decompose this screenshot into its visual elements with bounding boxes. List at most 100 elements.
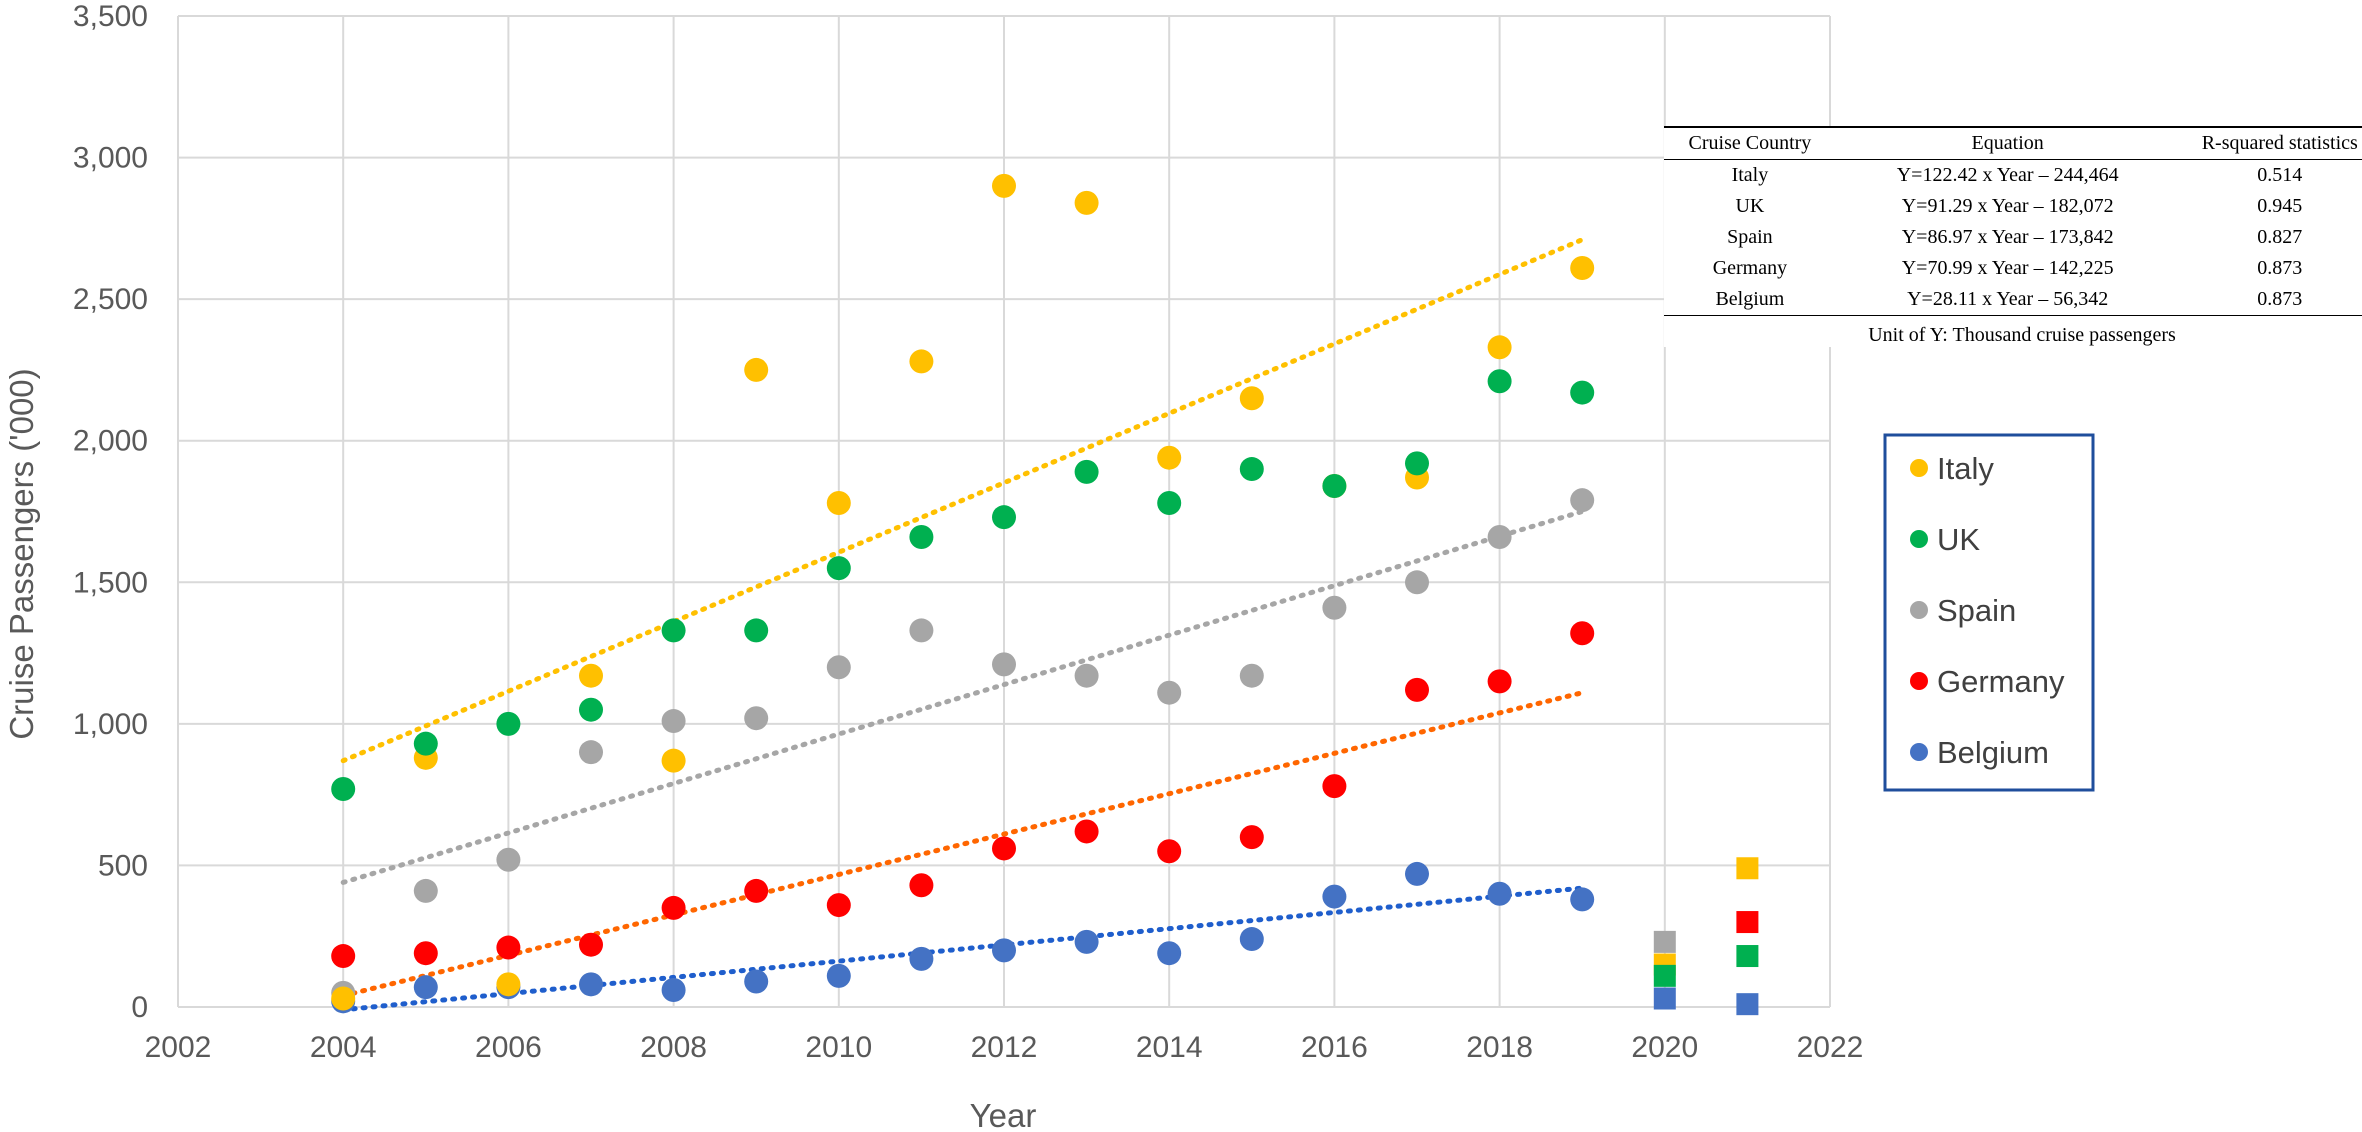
table-row: Spain Y=86.97 x Year – 173,842 0.827 bbox=[1664, 222, 2362, 253]
legend-marker-italy bbox=[1910, 459, 1928, 477]
point-belgium bbox=[1487, 881, 1512, 906]
table-header-r-squared: R-squared statistics bbox=[2179, 126, 2362, 160]
point-germany bbox=[1322, 774, 1347, 799]
point-uk bbox=[826, 556, 851, 581]
table-cell: Spain bbox=[1727, 226, 1773, 248]
trendline-spain bbox=[340, 509, 1585, 885]
point-belgium bbox=[1322, 884, 1347, 909]
point-uk bbox=[1239, 457, 1264, 482]
table-cell: 0.514 bbox=[2257, 164, 2303, 186]
point-germany bbox=[1487, 669, 1512, 694]
x-tick-label: 2018 bbox=[1466, 1031, 1533, 1064]
square-point-belgium bbox=[1653, 987, 1676, 1010]
table-cell: Belgium bbox=[1664, 284, 1836, 316]
point-spain bbox=[909, 618, 934, 643]
point-germany bbox=[1074, 819, 1099, 844]
point-spain bbox=[661, 709, 686, 734]
legend-label-uk: UK bbox=[1937, 522, 1980, 557]
point-belgium bbox=[1239, 927, 1264, 952]
point-italy bbox=[331, 986, 356, 1011]
point-germany bbox=[1570, 621, 1595, 646]
table-cell: Italy bbox=[1731, 164, 1769, 186]
table-note: Unit of Y: Thousand cruise passengers bbox=[1868, 324, 2176, 346]
point-spain bbox=[1405, 570, 1429, 595]
x-tick-label: 2022 bbox=[1797, 1031, 1864, 1064]
y-tick-label: 500 bbox=[98, 849, 148, 882]
legend-marker-belgium bbox=[1910, 743, 1928, 761]
point-germany bbox=[496, 935, 521, 960]
point-germany bbox=[826, 893, 851, 918]
point-belgium bbox=[1074, 929, 1099, 954]
point-belgium bbox=[909, 946, 934, 971]
point-spain bbox=[1570, 488, 1595, 513]
y-tick-label: 1,500 bbox=[73, 566, 148, 599]
data-points bbox=[331, 173, 1759, 1016]
point-uk bbox=[1157, 491, 1182, 516]
y-tick-label: 0 bbox=[131, 991, 148, 1024]
legend-label-germany: Germany bbox=[1937, 664, 2065, 699]
square-point-italy bbox=[1736, 857, 1759, 880]
point-italy bbox=[1074, 190, 1099, 215]
table-row: UK Y=91.29 x Year – 182,072 0.945 bbox=[1664, 191, 2362, 222]
y-tick-label: 3,000 bbox=[73, 142, 148, 175]
point-uk bbox=[1487, 369, 1512, 394]
y-tick-label: 3,500 bbox=[73, 0, 148, 33]
point-italy bbox=[579, 663, 603, 688]
point-belgium bbox=[1157, 941, 1182, 966]
x-tick-label: 2010 bbox=[805, 1031, 872, 1064]
table-cell: Y=70.99 x Year – 142,225 bbox=[1901, 257, 2114, 279]
x-tick-label: 2004 bbox=[310, 1031, 377, 1064]
x-tick-label: 2012 bbox=[971, 1031, 1038, 1064]
point-germany bbox=[1157, 839, 1182, 864]
y-tick-label: 2,500 bbox=[73, 283, 148, 316]
y-tick-label: 1,000 bbox=[73, 708, 148, 741]
point-spain bbox=[1322, 595, 1347, 620]
x-tick-label: 2002 bbox=[145, 1031, 212, 1064]
point-uk bbox=[1322, 474, 1347, 499]
point-germany bbox=[579, 932, 603, 957]
trendline-germany bbox=[340, 690, 1585, 999]
y-axis-ticks: 0 500 1,000 1,500 2,000 2,500 3,000 3,500 bbox=[73, 0, 148, 1024]
point-germany bbox=[331, 944, 356, 969]
point-germany bbox=[1405, 677, 1429, 702]
table-cell: 0.827 bbox=[2257, 226, 2303, 248]
point-uk bbox=[661, 618, 686, 643]
point-belgium bbox=[579, 972, 603, 997]
legend: Italy UK Spain Germany Belgium bbox=[1883, 433, 2095, 792]
point-uk bbox=[331, 776, 356, 801]
square-point-uk bbox=[1653, 964, 1676, 987]
x-axis-title: Year bbox=[970, 1097, 1037, 1132]
trendlines bbox=[340, 237, 1585, 1013]
point-uk bbox=[1074, 459, 1099, 484]
table-cell: Germany bbox=[1712, 257, 1788, 279]
point-belgium bbox=[1570, 887, 1595, 912]
square-point-uk bbox=[1736, 945, 1759, 968]
point-uk bbox=[1570, 380, 1595, 405]
point-germany bbox=[744, 878, 769, 903]
table-header-equation: Equation bbox=[1835, 126, 2180, 160]
point-uk bbox=[909, 524, 934, 549]
table-cell: 0.945 bbox=[2257, 195, 2303, 217]
table-row: Belgium Y=28.11 x Year – 56,342 0.873 bbox=[1664, 284, 2362, 316]
x-tick-label: 2020 bbox=[1631, 1031, 1698, 1064]
point-germany bbox=[992, 836, 1016, 861]
point-italy bbox=[1487, 335, 1512, 360]
point-spain bbox=[579, 740, 603, 765]
table-cell: 0.873 bbox=[2257, 257, 2303, 279]
regression-equation-table: Cruise Country Equation R-squared statis… bbox=[1664, 126, 2362, 347]
square-point-spain bbox=[1653, 930, 1676, 953]
point-italy bbox=[826, 491, 851, 516]
x-axis-ticks: 2002 2004 2006 2008 2010 2012 2014 2016 2018 2020… bbox=[145, 1031, 1864, 1064]
point-italy bbox=[1157, 445, 1182, 470]
table-cell: UK bbox=[1735, 195, 1765, 217]
point-germany bbox=[661, 895, 686, 920]
square-point-belgium bbox=[1736, 993, 1759, 1016]
legend-label-belgium: Belgium bbox=[1937, 735, 2049, 770]
trendline-belgium bbox=[340, 885, 1585, 1013]
trendline-italy bbox=[340, 237, 1585, 764]
point-spain bbox=[1157, 680, 1182, 705]
legend-label-italy: Italy bbox=[1937, 451, 1994, 486]
table-header-country: Cruise Country bbox=[1664, 126, 1836, 160]
point-spain bbox=[1487, 524, 1512, 549]
point-spain bbox=[496, 847, 521, 872]
